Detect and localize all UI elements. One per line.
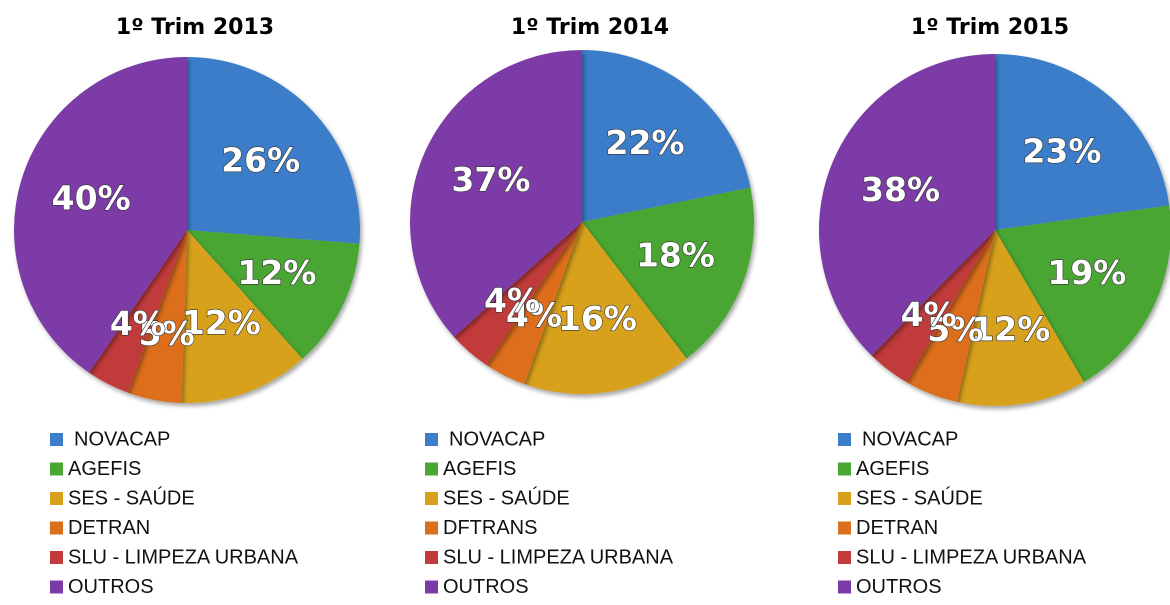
legend-swatch <box>425 580 438 594</box>
legend-swatch <box>50 521 63 535</box>
legend-label: SLU - LIMPEZA URBANA <box>443 546 674 568</box>
pie-slice <box>819 54 995 356</box>
pie-slice <box>486 222 582 385</box>
data-label: 12% <box>971 309 1050 348</box>
pie-slice <box>524 222 687 395</box>
data-label: 4% <box>484 281 540 320</box>
data-label: 4% <box>506 296 562 335</box>
legend-label: DFTRANS <box>443 517 537 539</box>
data-label: 4% <box>901 295 957 334</box>
data-label: 5% <box>927 310 983 349</box>
legend-swatch <box>50 492 63 505</box>
legend-swatch <box>50 433 63 446</box>
legend-label: NOVACAP <box>862 428 958 450</box>
legend-swatch <box>838 492 851 505</box>
legend-label: SLU - LIMPEZA URBANA <box>68 546 299 568</box>
data-label: 26% <box>221 140 300 179</box>
legend-label: OUTROS <box>68 576 154 598</box>
legend-swatch <box>50 551 63 564</box>
pie-slice <box>995 54 1170 230</box>
legend-label: OUTROS <box>443 576 529 598</box>
legend-swatch <box>425 433 438 446</box>
legend-swatch <box>50 580 63 594</box>
data-label: 40% <box>52 179 131 218</box>
legend-swatch <box>838 462 851 476</box>
legend-label: SES - SAÚDE <box>856 486 983 509</box>
legend-label: DETRAN <box>68 517 150 539</box>
legend-swatch <box>50 462 63 476</box>
legend-label: AGEFIS <box>68 458 141 480</box>
legend-swatch <box>838 551 851 564</box>
pie-slice <box>906 230 995 402</box>
data-label: 16% <box>558 299 637 338</box>
data-label: 18% <box>636 235 715 274</box>
legend-swatch <box>838 580 851 594</box>
legend-label: SES - SAÚDE <box>68 486 195 509</box>
legend-swatch <box>838 521 851 535</box>
chart-title: 1º Trim 2013 <box>116 15 274 40</box>
pie-slice <box>995 205 1170 382</box>
pie-slice <box>13 56 188 373</box>
pie-slice <box>410 50 582 337</box>
data-label: 4% <box>110 304 166 343</box>
legend-label: DETRAN <box>856 517 938 539</box>
data-label: 38% <box>861 170 940 209</box>
legend-swatch <box>425 462 438 476</box>
legend-swatch <box>838 433 851 446</box>
data-label: 12% <box>182 303 261 342</box>
pie-slice <box>181 230 303 403</box>
legend-label: SES - SAÚDE <box>443 486 570 509</box>
data-label: 19% <box>1047 253 1126 292</box>
pie-slice <box>956 230 1084 406</box>
legend-label: SLU - LIMPEZA URBANA <box>856 546 1087 568</box>
data-label: 37% <box>451 160 530 199</box>
pie-slice <box>582 187 754 359</box>
pie-slice <box>127 230 187 403</box>
legend-swatch <box>425 492 438 505</box>
pie-slice <box>582 50 751 222</box>
chart-title: 1º Trim 2014 <box>511 15 669 40</box>
legend-swatch <box>425 551 438 564</box>
legend-label: NOVACAP <box>449 428 545 450</box>
data-label: 12% <box>237 253 316 292</box>
legend-label: AGEFIS <box>443 458 516 480</box>
legend-label: OUTROS <box>856 576 942 598</box>
data-label: 22% <box>606 123 685 162</box>
pie-slice <box>453 222 582 365</box>
chart-title: 1º Trim 2015 <box>911 15 1069 40</box>
data-label: 5% <box>139 314 195 353</box>
pie-slice <box>187 230 360 359</box>
pie-slice <box>88 230 187 393</box>
legend-label: AGEFIS <box>856 458 929 480</box>
legend-swatch <box>425 521 438 535</box>
pie-slice <box>187 57 360 244</box>
legend-label: NOVACAP <box>74 428 170 450</box>
pie-slice <box>871 230 995 382</box>
data-label: 23% <box>1022 131 1101 170</box>
